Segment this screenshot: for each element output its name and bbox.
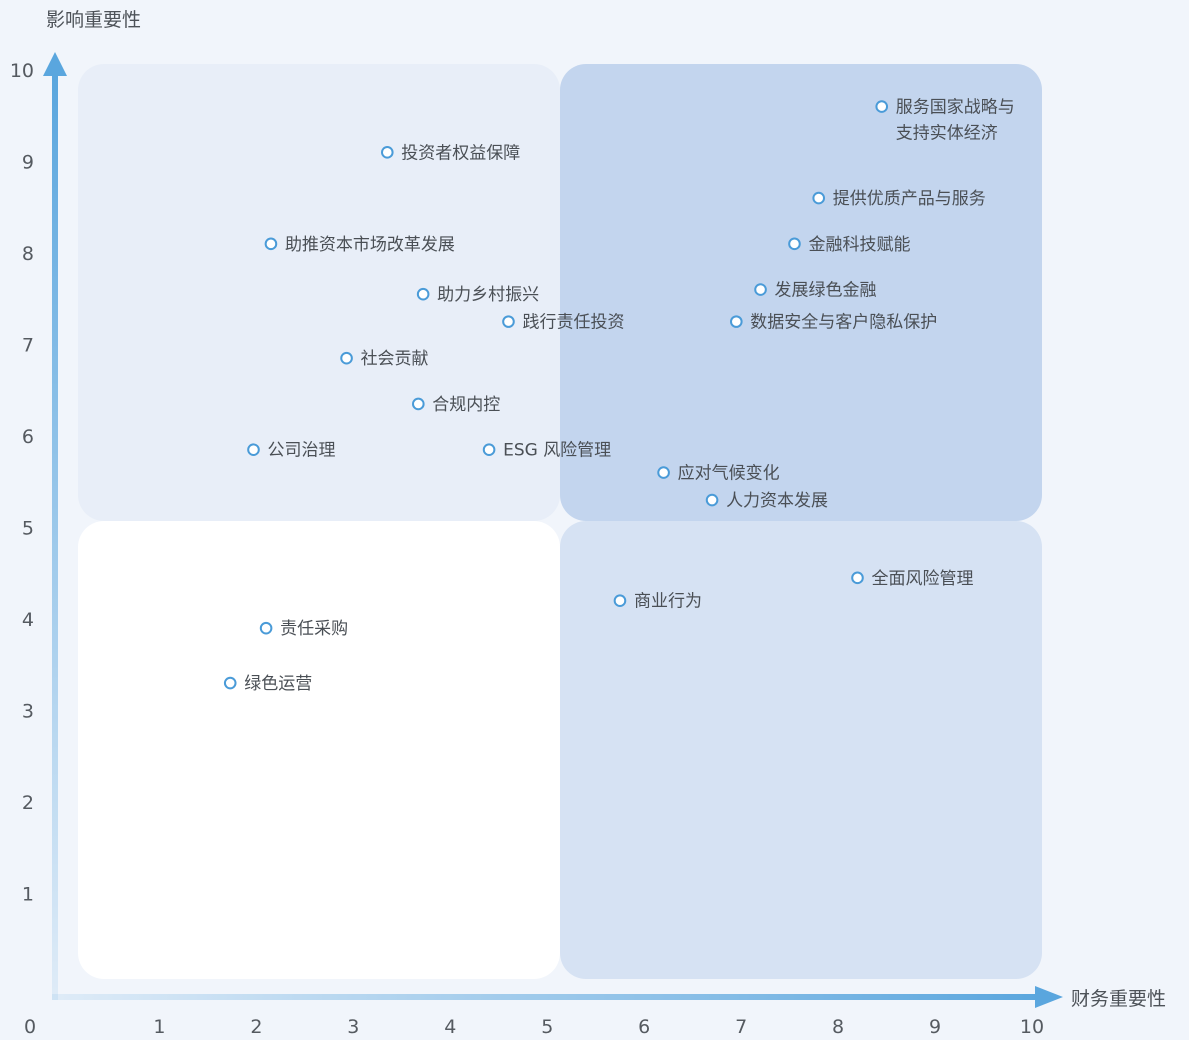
x-axis-title: 财务重要性 bbox=[1071, 988, 1166, 1010]
y-tick-label: 6 bbox=[22, 426, 34, 448]
data-point-label: 发展绿色金融 bbox=[775, 281, 877, 301]
data-point: 提供优质产品与服务 bbox=[812, 189, 986, 209]
data-point-marker bbox=[416, 287, 430, 301]
data-point: 发展绿色金融 bbox=[754, 281, 877, 301]
data-point-label: 金融科技赋能 bbox=[808, 235, 910, 255]
y-tick-label: 4 bbox=[22, 609, 34, 631]
data-point: 投资者权益保障 bbox=[380, 143, 520, 163]
data-point-marker bbox=[502, 315, 515, 328]
y-axis-title: 影响重要性 bbox=[46, 9, 141, 31]
data-point-marker bbox=[412, 397, 425, 411]
data-point-label: 助力乡村振兴 bbox=[437, 285, 539, 305]
x-tick-label: 2 bbox=[250, 1016, 262, 1038]
data-point-label: 人力资本发展 bbox=[726, 491, 828, 511]
data-point-label: 数据安全与客户隐私保护 bbox=[750, 313, 937, 333]
x-axis-arrow bbox=[1035, 986, 1063, 1008]
x-tick-label: 0 bbox=[24, 1016, 36, 1038]
data-point-label: 践行责任投资 bbox=[522, 313, 624, 333]
y-axis-line bbox=[52, 72, 58, 1000]
data-point-label: 支持实体经济 bbox=[896, 124, 998, 144]
data-point-label: 商业行为 bbox=[634, 592, 702, 612]
data-point-marker bbox=[340, 351, 353, 365]
data-point: 践行责任投资 bbox=[502, 313, 624, 333]
data-point: 数据安全与客户隐私保护 bbox=[730, 313, 937, 333]
y-tick-label: 7 bbox=[22, 335, 34, 357]
data-point-marker bbox=[380, 146, 394, 159]
x-tick-label: 3 bbox=[347, 1016, 359, 1038]
data-point-marker bbox=[259, 621, 273, 635]
data-point-marker bbox=[812, 191, 826, 205]
data-point-label: 全面风险管理 bbox=[871, 569, 973, 589]
y-axis-arrow bbox=[43, 52, 67, 76]
y-tick-label: 10 bbox=[10, 60, 34, 82]
data-point-label: ESG 风险管理 bbox=[503, 441, 611, 461]
data-point: 应对气候变化 bbox=[657, 464, 780, 484]
data-point: 社会贡献 bbox=[340, 349, 429, 369]
data-point: ESG 风险管理 bbox=[482, 441, 611, 461]
data-point-label: 合规内控 bbox=[432, 395, 500, 415]
data-point: 人力资本发展 bbox=[705, 491, 828, 511]
data-point-marker bbox=[247, 443, 260, 457]
y-tick-label: 5 bbox=[22, 518, 34, 540]
data-point-label: 投资者权益保障 bbox=[401, 143, 520, 163]
x-tick-label: 1 bbox=[153, 1016, 165, 1038]
data-point-label: 应对气候变化 bbox=[678, 464, 780, 484]
data-point: 助力乡村振兴 bbox=[416, 285, 539, 305]
data-point-marker bbox=[754, 283, 767, 296]
x-tick-label: 6 bbox=[638, 1016, 650, 1038]
y-tick-label: 2 bbox=[22, 792, 34, 814]
data-point-label: 公司治理 bbox=[267, 441, 335, 461]
data-point-marker bbox=[482, 443, 496, 457]
x-axis-line bbox=[52, 994, 1042, 1000]
data-point-label: 服务国家战略与 bbox=[896, 98, 1015, 118]
quadrant-top-right bbox=[560, 64, 1042, 521]
y-tick-label: 3 bbox=[22, 701, 34, 723]
data-point: 助推资本市场改革发展 bbox=[264, 235, 455, 255]
data-point-marker bbox=[875, 100, 889, 113]
data-point-label: 提供优质产品与服务 bbox=[833, 189, 986, 209]
data-point-marker bbox=[264, 237, 278, 251]
data-point-marker bbox=[730, 315, 743, 328]
x-tick-label: 7 bbox=[735, 1016, 747, 1038]
data-point-marker bbox=[657, 466, 670, 479]
y-tick-label: 9 bbox=[22, 152, 34, 174]
y-tick-label: 8 bbox=[22, 243, 34, 265]
data-point-marker bbox=[223, 676, 237, 690]
data-point-marker bbox=[851, 571, 864, 585]
data-point: 合规内控 bbox=[412, 395, 500, 415]
x-tick-label: 9 bbox=[929, 1016, 941, 1038]
data-point-label: 绿色运营 bbox=[244, 674, 312, 694]
data-point: 商业行为 bbox=[613, 592, 702, 612]
data-point-marker bbox=[788, 237, 801, 251]
data-point: 责任采购 bbox=[259, 619, 348, 639]
quadrant-bottom-right bbox=[560, 521, 1042, 979]
data-point: 全面风险管理 bbox=[851, 569, 973, 589]
data-point-label: 责任采购 bbox=[280, 619, 348, 639]
data-point-marker bbox=[613, 594, 627, 608]
quadrant-bottom-left bbox=[78, 521, 560, 979]
data-point: 金融科技赋能 bbox=[788, 235, 910, 255]
data-point-label: 社会贡献 bbox=[361, 349, 429, 369]
x-tick-label: 10 bbox=[1020, 1016, 1044, 1038]
quadrant-top-left bbox=[78, 64, 560, 521]
x-tick-label: 4 bbox=[444, 1016, 456, 1038]
x-tick-label: 5 bbox=[541, 1016, 553, 1038]
y-tick-label: 1 bbox=[22, 884, 34, 906]
data-point: 公司治理 bbox=[247, 441, 335, 461]
data-point: 绿色运营 bbox=[223, 674, 312, 694]
x-tick-label: 8 bbox=[832, 1016, 844, 1038]
data-point-marker bbox=[705, 493, 719, 507]
data-point-label: 助推资本市场改革发展 bbox=[285, 235, 455, 255]
